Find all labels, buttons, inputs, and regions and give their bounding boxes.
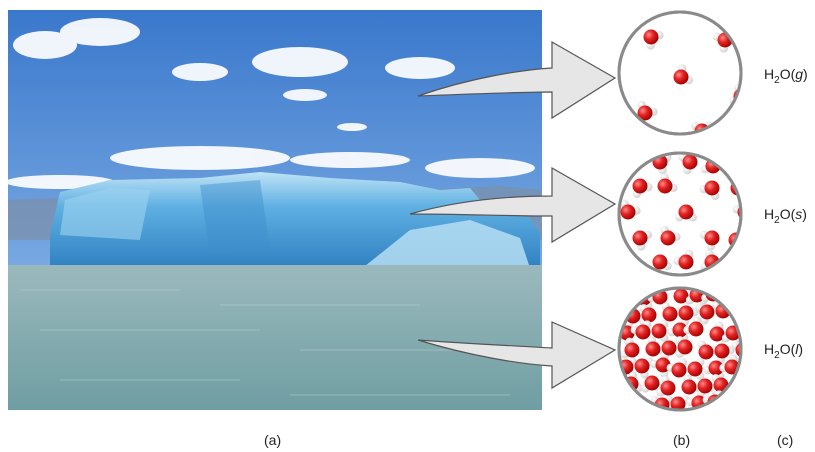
oxygen-atom [677,339,693,355]
molecule-circles [617,10,753,412]
panel-label-a: (a) [264,432,282,448]
phase-label-liquid: H2O(l) [764,341,804,361]
oxygen-atom [660,380,676,396]
oxygen-atom [635,324,651,340]
oxygen-atom [657,178,673,194]
water-molecule [637,100,658,121]
water-molecule [673,249,694,270]
oxygen-atom [708,360,724,376]
arrows [409,40,617,390]
water-molecule [699,180,720,201]
water-molecule [712,32,733,53]
oxygen-atom [735,342,741,358]
clouds [5,18,535,189]
oxygen-atom [673,69,689,85]
oxygen-atom [671,362,687,378]
oxygen-atom [652,254,668,270]
oxygen-atom [673,288,689,304]
oxygen-atom [645,341,661,357]
hydrogen-atom [745,201,753,209]
oxygen-atom [637,105,653,121]
hydrogen-atom [736,175,741,185]
panel-label-b: (b) [673,432,691,448]
oxygen-atom [681,379,697,395]
arrow-gas [417,40,617,120]
oxygen-atom [651,323,667,339]
water-molecule [656,375,676,397]
water-molecule [703,360,725,380]
arrow-solid [409,166,617,244]
water-molecule [657,173,678,194]
oxygen-atom [632,178,648,194]
water-molecule [632,178,653,199]
oxygen-atom [687,361,703,377]
water-molecule [675,204,697,222]
oxygen-atom [641,307,657,323]
oxygen-atom [709,326,725,342]
water-molecule [651,320,669,342]
phase-label-gas: H2O(g) [764,66,808,86]
water-molecule [620,337,640,359]
water-molecule [732,201,753,220]
hydrogen-atom [740,234,741,243]
oxygen-atom [670,396,686,410]
water-molecule [699,230,720,251]
oxygen-atom [661,340,677,356]
phase-label-solid: H2O(s) [764,206,807,226]
oxygen-atom [662,306,678,322]
oxygen-atom [632,230,648,246]
oxygen-atom [714,343,730,359]
hydrogen-atom [741,188,749,196]
water-molecule [666,358,688,378]
oxygen-atom [678,305,694,321]
water-molecule [683,316,704,337]
oxygen-atom [644,375,660,391]
oxygen-atom [682,154,698,170]
water-molecule [673,64,694,85]
water-molecule [630,320,652,340]
oxygen-atom [624,342,640,358]
oxygen-atom [698,344,714,360]
oxygen-atom [660,230,676,246]
hydrogen-atom [706,288,716,290]
water-molecule [641,375,664,393]
water-molecule [695,303,715,325]
oxygen-atom [643,29,659,45]
arrow-liquid [417,321,617,390]
water-molecule [687,358,705,380]
water-molecule [678,153,698,175]
oxygen-atom [697,378,713,394]
water-molecule [632,230,653,251]
oxygen-atom [678,254,694,270]
panel-label-c: (c) [777,432,794,448]
oxygen-atom [699,304,715,320]
oxygen-atom [688,321,704,337]
water-molecule [660,225,681,246]
oxygen-atom [620,204,636,220]
water-molecule [675,336,693,358]
oxygen-atom [634,358,650,374]
oxygen-atom [704,230,720,246]
water-molecule [643,29,664,50]
oxygen-atom [704,180,720,196]
oxygen-atom [678,204,694,220]
oxygen-atom [672,322,688,338]
water-molecule [620,199,641,220]
